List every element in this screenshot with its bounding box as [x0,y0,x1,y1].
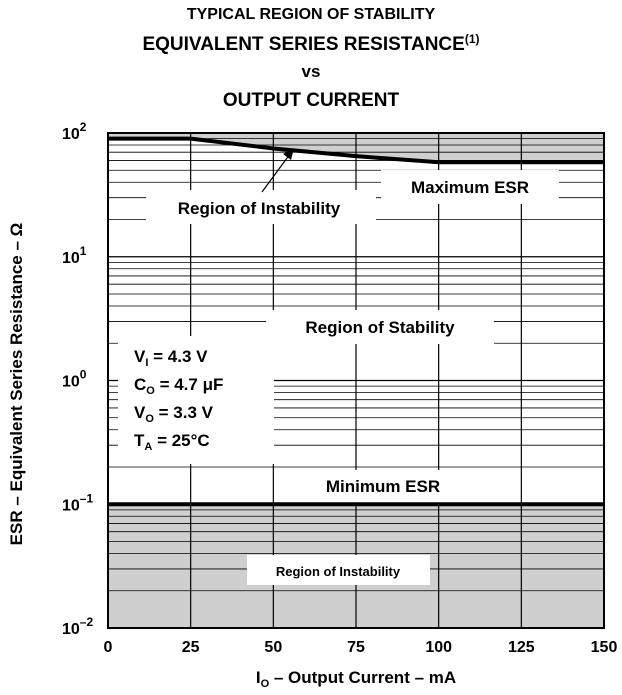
condition-subscript: O [146,385,155,397]
region-instability-upper-label: Region of Instability [178,199,341,218]
plot-frame [107,132,605,629]
x-axis-subscript: O [261,678,270,690]
maximum-esr-line [108,136,604,165]
x-tick-label: 100 [425,639,452,656]
y-tick-exponent: 2 [80,120,87,134]
condition-value: = 25°C [152,431,209,450]
annotation-arrowhead [283,148,294,160]
chart-title-line4: OUTPUT CURRENT [222,90,400,111]
x-axis-label: IO – Output Current – mA [256,668,456,690]
x-tick-label: 0 [104,639,113,656]
condition-1: VI = 4.3 V [134,347,208,369]
y-tick-exponent: 1 [80,244,87,258]
condition-value: = 4.3 V [148,347,208,366]
condition-3: VO = 3.3 V [134,403,214,425]
instability-upper-label-bg [146,190,376,224]
y-tick-base: 10 [62,621,80,638]
chart-title-line2: EQUIVALENT SERIES RESISTANCE(1) [0,32,622,56]
y-tick-base: 10 [62,497,80,514]
y-tick-label: 10–2 [62,615,93,638]
minimum-esr-label: Minimum ESR [326,477,440,496]
y-tick-label: 100 [62,368,87,391]
instability-lower-label-bg [247,555,430,585]
y-tick-base: 10 [62,126,80,143]
condition-2: CO = 4.7 μF [134,375,223,397]
x-tick-label: 75 [347,639,365,656]
stability-label-bg [266,310,494,344]
x-tick-label: 125 [508,639,535,656]
y-tick-exponent: 0 [80,368,87,382]
condition-symbol: V [134,347,146,366]
condition-4: TA = 25°C [134,431,210,453]
y-tick-exponent: –2 [80,615,94,629]
condition-value: = 3.3 V [154,403,214,422]
title-line2-text: EQUIVALENT SERIES RESISTANCE [142,34,465,55]
region-stability-label: Region of Stability [305,318,455,337]
condition-subscript: O [145,413,154,425]
region-instability-lower-label: Region of Instability [276,564,401,579]
chart-title-line3: vs [301,62,321,81]
y-tick-label: 101 [62,244,87,267]
maximum-esr-label: Maximum ESR [411,178,529,197]
x-tick-label: 25 [182,639,200,656]
condition-symbol: V [134,403,146,422]
x-tick-label: 150 [591,639,618,656]
x-tick-label: 50 [264,639,282,656]
chart-title: TYPICAL REGION OF STABILITY [186,6,436,23]
y-tick-label: 102 [62,120,87,143]
y-tick-exponent: –1 [80,491,94,505]
condition-subscript: I [145,357,148,369]
condition-symbol: C [134,375,146,394]
y-tick-label: 10–1 [62,491,93,514]
max-esr-label-bg [381,170,559,204]
x-axis-symbol: I [256,668,261,687]
y-axis-label: ESR – Equivalent Series Resistance – Ω [7,223,26,546]
conditions-box-bg [118,336,274,464]
y-tick-base: 10 [62,374,80,391]
title-footnote-marker: (1) [464,32,480,46]
x-axis-text: – Output Current – mA [269,668,456,687]
min-esr-label-bg [298,470,468,504]
condition-value: = 4.7 μF [155,375,224,394]
condition-symbol: T [134,431,145,450]
y-tick-base: 10 [62,250,80,267]
condition-subscript: A [144,441,152,453]
annotation-arrow-line [261,153,291,193]
